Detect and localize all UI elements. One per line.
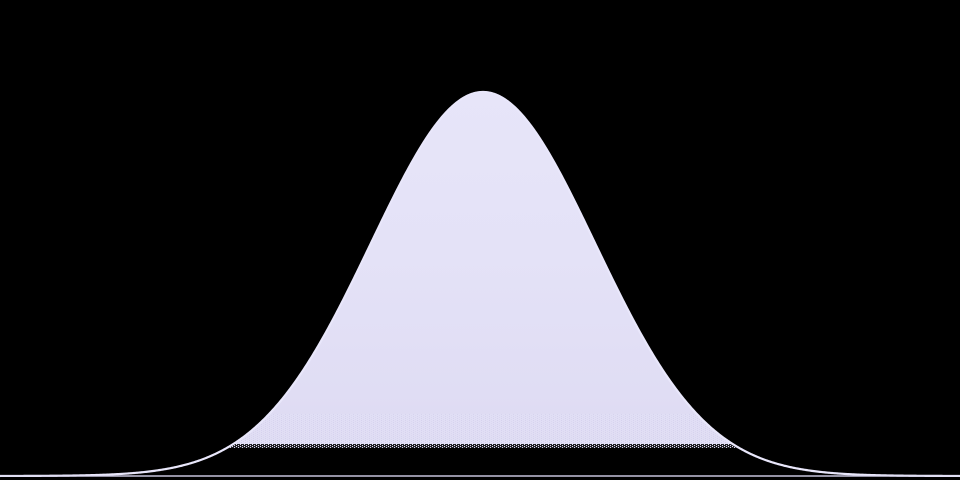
fill-floor-dither-edge [0, 444, 960, 448]
area-fill-gaussian [0, 92, 960, 448]
gaussian-curve-stroke [0, 90, 960, 478]
